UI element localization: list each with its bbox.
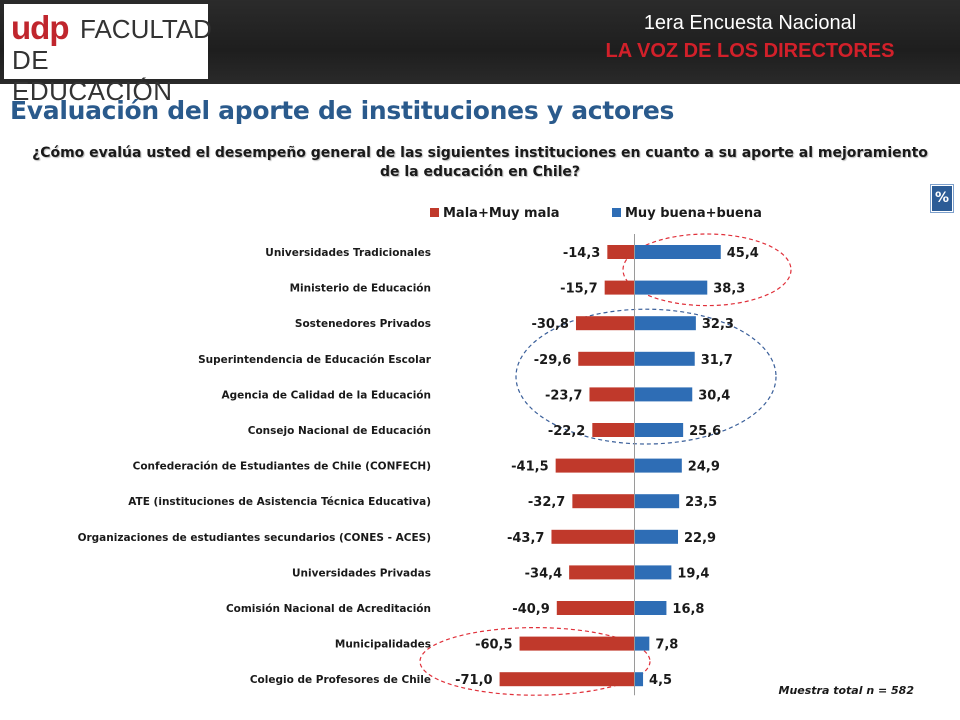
legend-label-positive: Muy buena+buena — [625, 206, 762, 221]
category-label: Municipalidades — [335, 639, 431, 651]
bar-positive — [634, 280, 708, 295]
category-label: Universidades Tradicionales — [265, 247, 431, 259]
highlight-ellipse-red — [419, 627, 651, 696]
bar-negative — [592, 423, 635, 437]
data-label-positive: 32,3 — [702, 317, 734, 332]
bar-negative — [569, 565, 635, 580]
data-label-positive: 4,5 — [649, 673, 672, 688]
bar-positive — [634, 245, 721, 259]
data-label-positive: 45,4 — [727, 246, 759, 261]
data-label-positive: 24,9 — [688, 460, 720, 475]
data-label-positive: 23,5 — [685, 495, 717, 510]
data-label-positive: 19,4 — [677, 566, 709, 581]
bar-negative — [572, 494, 635, 509]
bar-positive — [634, 458, 682, 473]
data-label-negative: -23,7 — [545, 388, 582, 403]
bar-positive — [634, 316, 696, 331]
data-label-negative: -30,8 — [531, 317, 568, 332]
category-label: ATE (instituciones de Asistencia Técnica… — [128, 496, 431, 508]
survey-name: 1era Encuesta Nacional — [643, 12, 857, 34]
data-label-negative: -14,3 — [563, 246, 600, 261]
bar-negative — [604, 280, 635, 295]
logo-line1: FACULTAD — [80, 14, 212, 44]
bar-negative — [589, 387, 635, 402]
category-label: Agencia de Calidad de la Educación — [222, 389, 431, 401]
data-label-negative: -41,5 — [511, 460, 548, 475]
bar-negative — [519, 636, 635, 651]
category-label: Sostenedores Privados — [295, 318, 431, 330]
bar-positive — [634, 672, 644, 687]
bar-positive — [634, 351, 695, 366]
bar-positive — [634, 423, 684, 437]
highlight-ellipse-red — [622, 233, 792, 307]
data-label-positive: 30,4 — [698, 388, 730, 403]
category-label: Organizaciones de estudiantes secundario… — [78, 532, 431, 544]
logo-udp-text: udp — [11, 9, 69, 46]
udp-logo: udp FACULTAD DE EDUCACIÓN — [4, 4, 212, 106]
data-label-negative: -40,9 — [512, 602, 549, 617]
data-label-positive: 7,8 — [655, 638, 678, 653]
data-label-negative: -43,7 — [507, 531, 544, 546]
bar-positive — [634, 494, 680, 509]
category-label: Colegio de Profesores de Chile — [250, 674, 431, 686]
data-label-positive: 38,3 — [713, 282, 745, 297]
page-title: Evaluación del aporte de instituciones y… — [10, 96, 675, 125]
legend-swatch-negative — [430, 208, 439, 217]
data-label-negative: -71,0 — [455, 673, 492, 688]
bar-positive — [634, 601, 667, 615]
category-label: Superintendencia de Educación Escolar — [198, 354, 432, 366]
data-label-positive: 25,6 — [689, 424, 721, 439]
category-label: Universidades Privadas — [292, 567, 431, 579]
header-banner: udp FACULTAD DE EDUCACIÓN 1era Encuesta … — [0, 0, 960, 106]
survey-subtitle: LA VOZ DE LOS DIRECTORES — [605, 40, 895, 62]
data-label-negative: -60,5 — [475, 638, 512, 653]
category-label: Ministerio de Educación — [290, 283, 431, 295]
sample-note: Muestra total n = 582 — [778, 684, 915, 697]
bar-positive — [634, 636, 650, 651]
data-label-negative: -22,2 — [548, 424, 585, 439]
data-label-negative: -29,6 — [534, 353, 571, 368]
bar-positive — [634, 565, 672, 580]
bar-negative — [607, 245, 635, 259]
legend-label-negative: Mala+Muy mala — [443, 206, 560, 221]
category-label: Confederación de Estudiantes de Chile (C… — [133, 461, 431, 473]
bar-negative — [578, 351, 635, 366]
category-label: Comisión Nacional de Acreditación — [226, 603, 431, 615]
bar-negative — [556, 601, 635, 615]
survey-question: ¿Cómo evalúa usted el desempeño general … — [32, 145, 928, 180]
data-label-negative: -32,7 — [528, 495, 565, 510]
bar-positive — [634, 529, 679, 544]
data-label-positive: 16,8 — [672, 602, 704, 617]
bar-negative — [551, 529, 635, 544]
logo-line2: DE EDUCACIÓN — [12, 45, 173, 106]
data-label-negative: -15,7 — [560, 282, 597, 297]
data-label-positive: 31,7 — [701, 353, 733, 368]
bar-negative — [575, 316, 635, 331]
highlight-ellipse-blue — [515, 308, 777, 445]
data-label-negative: -34,4 — [525, 566, 562, 581]
category-label: Consejo Nacional de Educación — [248, 425, 431, 437]
data-label-positive: 22,9 — [684, 531, 716, 546]
legend-swatch-positive — [612, 208, 621, 217]
bar-negative — [499, 672, 635, 687]
bar-negative — [555, 458, 635, 473]
bar-positive — [634, 387, 693, 402]
percent-badge: % — [931, 185, 953, 212]
